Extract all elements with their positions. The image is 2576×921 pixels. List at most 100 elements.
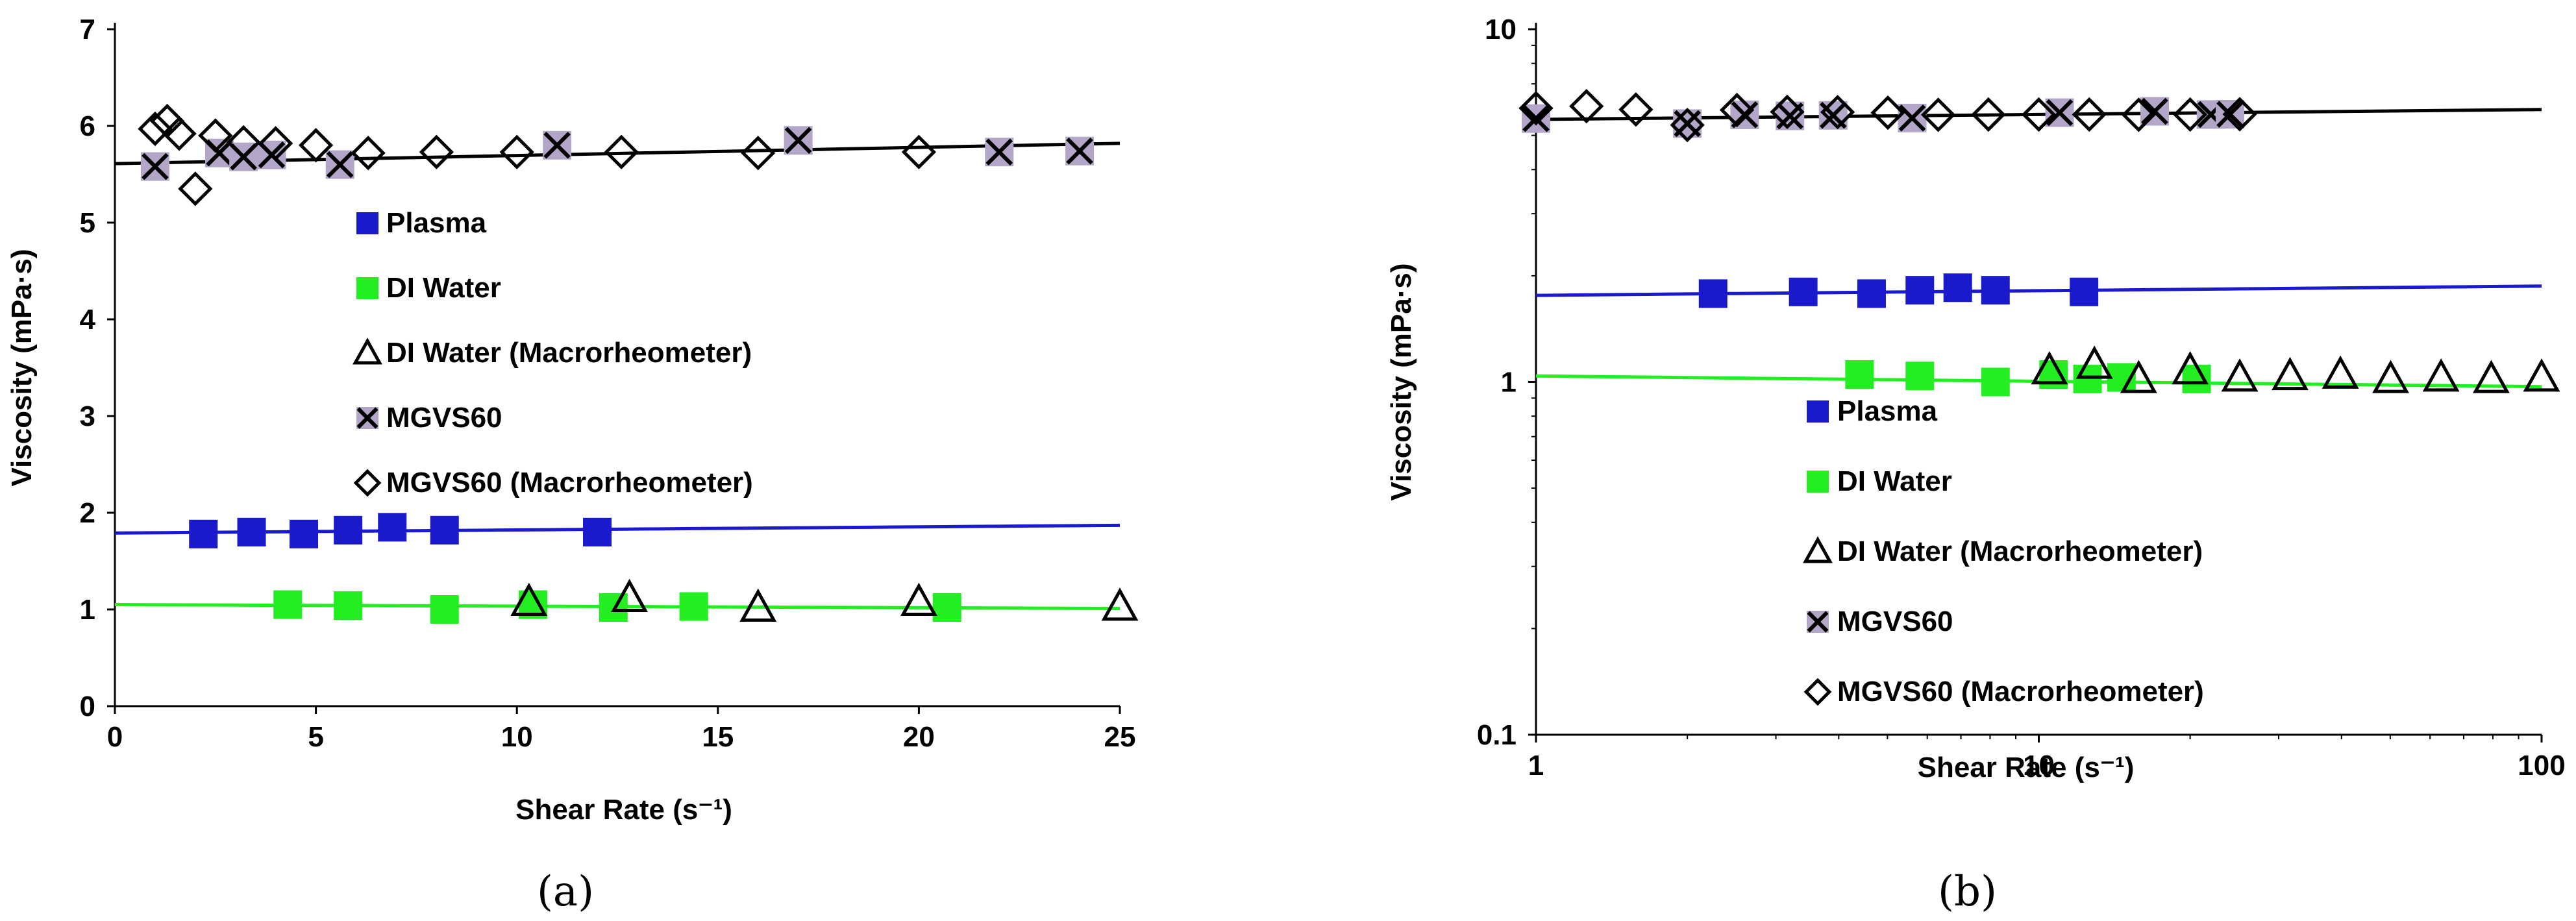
data-point-plasma — [1905, 276, 1935, 305]
data-point-plasma — [430, 515, 459, 545]
data-point-mgvs60 — [1818, 101, 1848, 130]
data-point-mgvs60-macrorheometer — [1870, 95, 1905, 130]
x-tick-label: 10 — [2023, 750, 2055, 781]
data-point-di-water — [273, 590, 303, 619]
data-point-mgvs60-macrorheometer — [2021, 97, 2057, 132]
data-point-di-water-macrorheometer — [2272, 356, 2309, 391]
data-point-di-water-macrorheometer — [1101, 587, 1139, 621]
data-point-mgvs60-macrorheometer — [1770, 94, 1805, 129]
data-point-di-water-macrorheometer — [2472, 360, 2510, 393]
data-point-mgvs60-macrorheometer — [1569, 88, 1604, 124]
data-point-di-water — [2073, 364, 2102, 393]
legend-item: DI Water (Macrorheometer) — [353, 337, 752, 369]
series-di-water — [273, 590, 961, 624]
chart-panel-b: 0.1 1 10 1 10 100 Shear Rate (s⁻¹) Viscosity (m… — [1385, 14, 2566, 916]
data-point-mgvs60-macrorheometer — [198, 118, 233, 153]
data-point-plasma — [334, 515, 363, 545]
y-tick-label: 10 — [1485, 14, 1517, 45]
legend-marker — [353, 469, 382, 497]
legend: Plasma DI Water DI Water (Macrorheometer) M… — [1803, 395, 2204, 707]
y-axis-title: Viscosity (mPa·s) — [6, 249, 38, 486]
data-point-di-water-macrorheometer — [2221, 358, 2259, 392]
x-axis-title: Shear Rate (s⁻¹) — [1918, 752, 2135, 783]
data-point-mgvs60 — [1673, 109, 1702, 138]
legend-item: Plasma — [356, 207, 487, 239]
data-point-mgvs60-macrorheometer — [258, 126, 293, 161]
data-point-di-water — [1981, 367, 2010, 397]
data-point-di-water-macrorheometer — [2372, 360, 2409, 393]
data-point-di-water — [334, 591, 363, 620]
legend-marker — [1807, 471, 1829, 493]
data-point-mgvs60-macrorheometer — [604, 134, 639, 169]
legend-label: MGVS60 — [1837, 606, 1953, 637]
x-tick-label: 10 — [501, 721, 533, 753]
y-axis-title: Viscosity (mPa·s) — [1385, 263, 1417, 500]
data-point-di-water-macrorheometer — [900, 582, 937, 616]
legend-marker — [353, 338, 382, 365]
data-point-plasma — [290, 519, 319, 548]
data-point-mgvs60-macrorheometer — [298, 128, 334, 163]
data-point-mgvs60-macrorheometer — [1820, 95, 1855, 130]
data-point-plasma — [1943, 273, 1972, 302]
y-tick-label: 3 — [80, 400, 95, 432]
legend-label: Plasma — [1837, 395, 1938, 427]
legend-label: DI Water — [1837, 465, 1952, 497]
legend-item: Plasma — [1807, 395, 1938, 427]
y-tick-label: 6 — [80, 110, 95, 142]
data-point-mgvs60-macrorheometer — [2222, 97, 2257, 132]
data-point-di-water — [1905, 362, 1935, 391]
data-point-plasma — [189, 519, 218, 548]
y-tick-label: 5 — [80, 207, 95, 239]
chart-panel-a: 0 1 2 3 4 5 6 7 0 5 10 15 20 25 Shear Rate (s⁻¹) Viscos… — [6, 14, 1139, 916]
series-mgvs60-macrorheometer — [138, 103, 937, 206]
data-point-mgvs60 — [2045, 98, 2074, 127]
legend-marker — [1803, 678, 1832, 706]
series-di-water-macrorheometer — [510, 578, 1139, 622]
y-tick-label: 2 — [80, 497, 95, 529]
data-point-mgvs60 — [784, 126, 813, 155]
data-point-mgvs60 — [325, 150, 354, 179]
series-mgvs60 — [1522, 97, 2244, 138]
series-plasma — [1698, 273, 2099, 308]
legend-marker — [1807, 400, 1829, 423]
data-point-mgvs60-macrorheometer — [1920, 97, 1956, 132]
data-point-mgvs60 — [2140, 97, 2169, 126]
data-point-mgvs60-macrorheometer — [419, 134, 454, 169]
series-mgvs60-macrorheometer — [1518, 88, 2257, 143]
data-point-mgvs60-macrorheometer — [2121, 97, 2156, 132]
data-point-mgvs60-macrorheometer — [178, 171, 213, 206]
data-point-plasma — [237, 517, 266, 546]
data-point-mgvs60 — [2215, 100, 2244, 129]
panel-label: (a) — [537, 868, 594, 916]
data-point-mgvs60 — [985, 138, 1014, 167]
data-point-mgvs60-macrorheometer — [2173, 97, 2208, 132]
data-point-mgvs60-macrorheometer — [1670, 108, 1705, 143]
x-tick-label: 0 — [107, 721, 123, 753]
data-point-plasma — [2070, 277, 2099, 306]
data-point-mgvs60-macrorheometer — [1518, 91, 1554, 126]
y-tick-label: 1 — [80, 594, 95, 626]
legend-marker — [1807, 611, 1829, 633]
legend-item: MGVS60 (Macrorheometer) — [1803, 676, 2204, 707]
data-point-mgvs60 — [543, 130, 572, 160]
data-point-mgvs60-macrorheometer — [226, 125, 261, 160]
data-point-di-water-macrorheometer — [611, 578, 649, 612]
legend-label: Plasma — [386, 207, 487, 239]
data-point-mgvs60 — [1065, 136, 1095, 166]
x-tick-label: 15 — [702, 721, 734, 753]
data-point-di-water-macrorheometer — [2422, 358, 2460, 392]
data-point-di-water-macrorheometer — [2322, 355, 2359, 389]
legend-label: DI Water (Macrorheometer) — [1837, 535, 2203, 567]
data-point-di-water-macrorheometer — [739, 588, 777, 622]
legend: Plasma DI Water DI Water (Macrorheometer) M… — [353, 207, 753, 498]
x-tick-label: 5 — [308, 721, 323, 753]
legend-label: MGVS60 (Macrorheometer) — [1837, 676, 2204, 707]
legend-marker — [356, 277, 378, 299]
x-tick-label: 1 — [1528, 750, 1544, 781]
data-point-di-water-macrorheometer — [2172, 350, 2209, 385]
legend-item: DI Water — [1807, 465, 1952, 497]
y-tick-label: 0.1 — [1477, 719, 1517, 751]
data-point-di-water — [932, 593, 961, 622]
data-point-di-water — [599, 593, 628, 622]
